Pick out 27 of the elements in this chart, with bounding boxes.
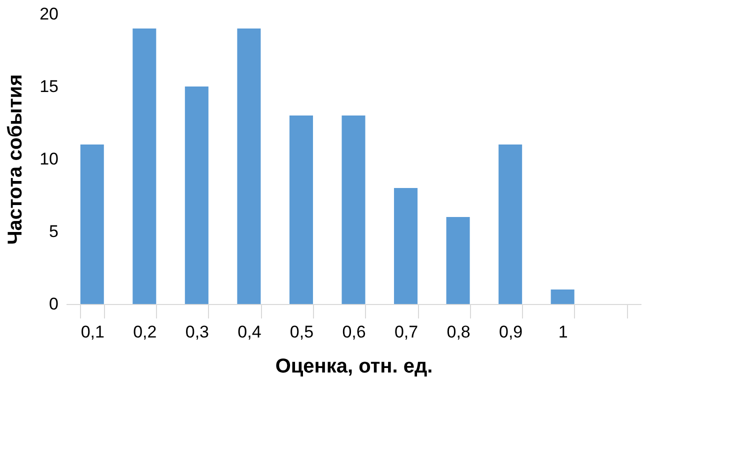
x-tick-label: 0,6 xyxy=(342,322,366,342)
y-tick-label: 0 xyxy=(49,294,58,314)
y-tick-label: 20 xyxy=(40,4,58,24)
bar xyxy=(237,28,261,304)
bar xyxy=(394,188,418,304)
y-tick-label: 10 xyxy=(40,150,58,168)
x-axis-title: Оценка, отн. ед. xyxy=(275,356,433,378)
y-tick-label: 5 xyxy=(49,222,58,241)
bar xyxy=(184,86,208,304)
bar xyxy=(80,144,104,304)
x-tick-label: 0,7 xyxy=(394,322,418,342)
x-tick-label: 0,2 xyxy=(133,322,157,342)
x-tick-label: 0,1 xyxy=(80,322,104,342)
x-tick-label: 0,5 xyxy=(290,322,314,342)
x-tick-label: 0,8 xyxy=(446,322,470,342)
x-tick-label: 0,9 xyxy=(499,322,523,342)
x-tick-label: 0,4 xyxy=(238,322,262,342)
y-axis-title: Частота события xyxy=(4,74,27,245)
bar xyxy=(132,28,156,304)
x-tick-label: 0,3 xyxy=(185,322,209,342)
bar xyxy=(446,217,470,304)
y-tick-label: 15 xyxy=(40,77,58,96)
bar xyxy=(289,116,313,304)
bar xyxy=(550,290,574,304)
bar xyxy=(498,144,522,304)
x-tick-label: 1 xyxy=(558,322,568,342)
bar xyxy=(342,116,366,304)
